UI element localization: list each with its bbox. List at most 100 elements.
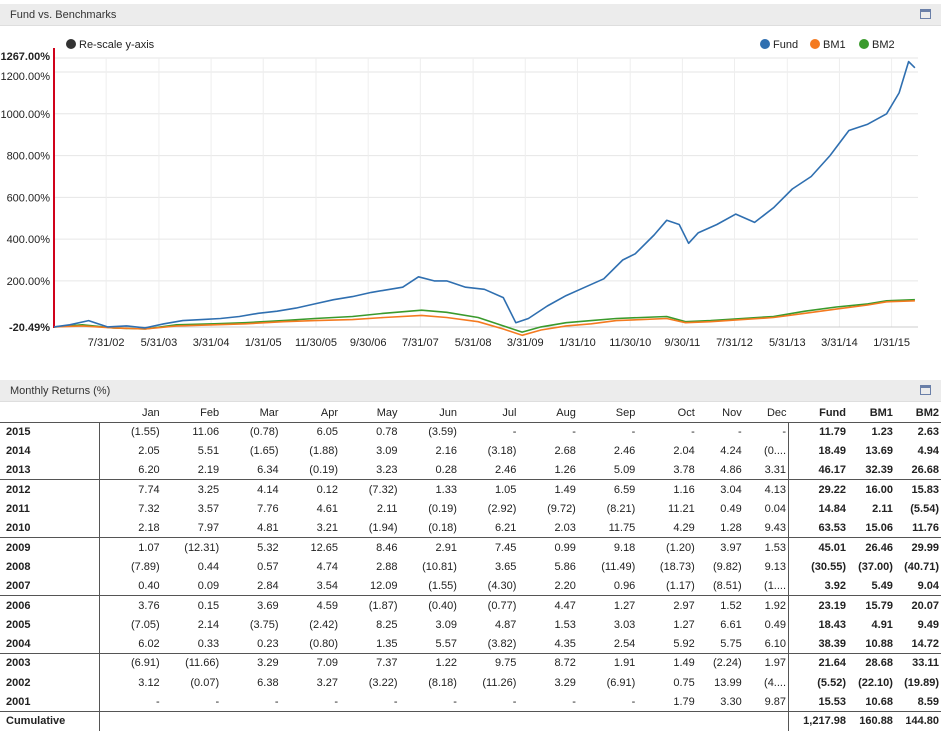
table-row: 2014 2.05 5.51 (1.65) (1.88) 3.09 2.16 (3.18) 2.… — [0, 441, 941, 461]
monthly-return-cell: 5.57 — [435, 637, 457, 650]
annual-total-cell: (5.54) — [910, 502, 939, 515]
monthly-return-cell: - — [512, 695, 517, 708]
year-cell: 2012 — [0, 479, 100, 500]
column-header-may: May — [376, 406, 398, 419]
monthly-return-cell: 4.13 — [743, 479, 789, 500]
monthly-return-cell — [577, 710, 638, 731]
chart-panel-header: Fund vs. Benchmarks — [0, 4, 941, 26]
monthly-return-cell: 2.68 — [554, 444, 576, 457]
monthly-return-cell: 1.92 — [743, 595, 789, 615]
monthly-return-cell: (1.55) — [98, 421, 162, 442]
rescale-label[interactable]: Re-scale y-axis — [79, 39, 155, 51]
monthly-return-cell: (0.80) — [309, 637, 339, 650]
annual-total-cell: 8.59 — [917, 695, 939, 708]
monthly-return-cell: 4.87 — [494, 618, 517, 631]
monthly-return-cell — [743, 710, 789, 731]
monthly-return-cell: 1.27 — [577, 595, 638, 615]
monthly-return-cell: - — [453, 695, 457, 708]
table-header-row: Jan Feb Mar Apr May Jun Jul Aug Sep Oct Nov Dec Fund… — [0, 404, 941, 422]
maximize-icon[interactable] — [920, 385, 931, 395]
monthly-return-cell: 5.92 — [673, 637, 695, 650]
table-panel-header: Monthly Returns (%) — [0, 380, 941, 402]
monthly-return-cell: - — [696, 421, 744, 442]
monthly-return-cell: (11.66) — [161, 653, 222, 673]
legend-item-bm2[interactable]: BM2 — [859, 39, 895, 51]
x-tick-label: 5/31/13 — [769, 337, 806, 349]
monthly-return-cell: 2.11 — [376, 502, 398, 515]
monthly-return-cell: 4.29 — [673, 521, 695, 534]
maximize-icon[interactable] — [920, 9, 931, 19]
x-tick-label: 11/30/05 — [295, 337, 337, 349]
monthly-return-cell: 4.35 — [554, 637, 576, 650]
monthly-return-cell: (2.24) — [696, 653, 744, 673]
monthly-return-cell: 3.97 — [696, 537, 744, 558]
table-row: 2001 - - - - - - - - - 1.79 3.30 9.87 15.53 10.68 8.59 — [0, 692, 941, 712]
monthly-return-cell: (9.72) — [547, 502, 576, 515]
monthly-return-cell: 3.23 — [376, 463, 398, 476]
annual-total-cell: 11.76 — [912, 521, 939, 534]
monthly-return-cell: 1.52 — [696, 595, 744, 615]
monthly-return-cell: 3.29 — [221, 653, 281, 673]
rescale-toggle-icon[interactable] — [66, 39, 76, 49]
monthly-return-cell: 2.20 — [554, 579, 576, 592]
table-row: 2003 (6.91) (11.66) 3.29 7.09 7.37 1.22 9.75 8.7… — [0, 653, 941, 673]
monthly-return-cell: (1.94) — [368, 521, 398, 534]
monthly-return-cell: 2.05 — [98, 441, 162, 461]
column-header-sep: Sep — [615, 406, 636, 419]
monthly-return-cell: (0.19) — [309, 463, 339, 476]
y-tick-label: 400.00% — [7, 234, 51, 246]
monthly-return-cell: 2.88 — [376, 560, 398, 573]
monthly-return-cell: 1.05 — [458, 479, 519, 500]
x-tick-label: 9/30/06 — [350, 337, 387, 349]
rescale-control[interactable]: Re-scale y-axis — [66, 39, 155, 51]
monthly-return-cell: (1.17) — [666, 579, 695, 592]
monthly-return-cell: (1.87) — [340, 595, 400, 615]
monthly-return-cell: (7.05) — [98, 614, 162, 635]
monthly-return-cell: (7.89) — [98, 557, 162, 577]
annual-total-cell: 18.49 — [788, 441, 848, 461]
legend-fund-label: Fund — [773, 39, 798, 51]
annual-total-cell: 1.23 — [848, 421, 895, 442]
monthly-return-cell: - — [215, 695, 220, 708]
monthly-return-cell: (0.19) — [428, 502, 457, 515]
monthly-return-cell: (0.78) — [221, 421, 281, 442]
legend-fund-marker — [760, 39, 770, 49]
x-tick-label: 7/31/07 — [402, 337, 439, 349]
year-cell: 2013 — [6, 463, 31, 476]
year-cell: 2009 — [0, 537, 100, 558]
monthly-return-cell: 3.57 — [197, 502, 220, 515]
annual-total-cell: (5.52) — [788, 672, 848, 693]
monthly-return-cell: - — [98, 692, 162, 712]
annual-total-cell: 2.11 — [872, 502, 893, 515]
annual-total-cell: 160.88 — [848, 710, 895, 731]
monthly-return-cell: 5.75 — [720, 637, 742, 650]
monthly-return-cell: 2.18 — [98, 518, 162, 538]
year-cell: 2010 — [6, 521, 31, 534]
x-tick-label: 3/31/14 — [821, 337, 858, 349]
monthly-return-cell: 2.03 — [554, 521, 576, 534]
table-row: 2010 2.18 7.97 4.81 3.21 (1.94) (0.18) 6.21 2.03… — [0, 518, 941, 538]
monthly-return-cell: 6.59 — [577, 479, 638, 500]
legend-item-bm1[interactable]: BM1 — [810, 39, 846, 51]
table-row: 2011 7.32 3.57 7.76 4.61 2.11 (0.19) (2.92) (9.7… — [0, 499, 941, 519]
column-header-jul: Jul — [502, 406, 517, 419]
column-header-fund: Fund — [819, 406, 846, 419]
monthly-return-cell: - — [458, 421, 519, 442]
monthly-return-cell: 3.65 — [494, 560, 517, 573]
cumulative-label: Cumulative — [0, 710, 100, 731]
monthly-return-cell: 3.25 — [161, 479, 222, 500]
monthly-return-cell: 1.79 — [673, 695, 695, 708]
monthly-return-cell: 12.09 — [369, 579, 398, 592]
monthly-return-cell: (0.18) — [428, 521, 457, 534]
monthly-return-cell: 9.13 — [764, 560, 787, 573]
monthly-return-cell: (18.73) — [659, 560, 695, 573]
chart-series — [53, 60, 916, 337]
legend-item-fund[interactable]: Fund — [760, 39, 798, 51]
monthly-return-cell: (1.20) — [637, 537, 697, 558]
annual-total-cell: 18.43 — [788, 614, 848, 635]
monthly-return-cell: - — [393, 695, 398, 708]
monthly-return-cell: 6.10 — [764, 637, 787, 650]
monthly-return-cell: 3.27 — [316, 676, 339, 689]
annual-total-cell: 9.04 — [917, 579, 939, 592]
table-row: 2002 3.12 (0.07) 6.38 3.27 (3.22) (8.18) (11.26… — [0, 672, 941, 693]
